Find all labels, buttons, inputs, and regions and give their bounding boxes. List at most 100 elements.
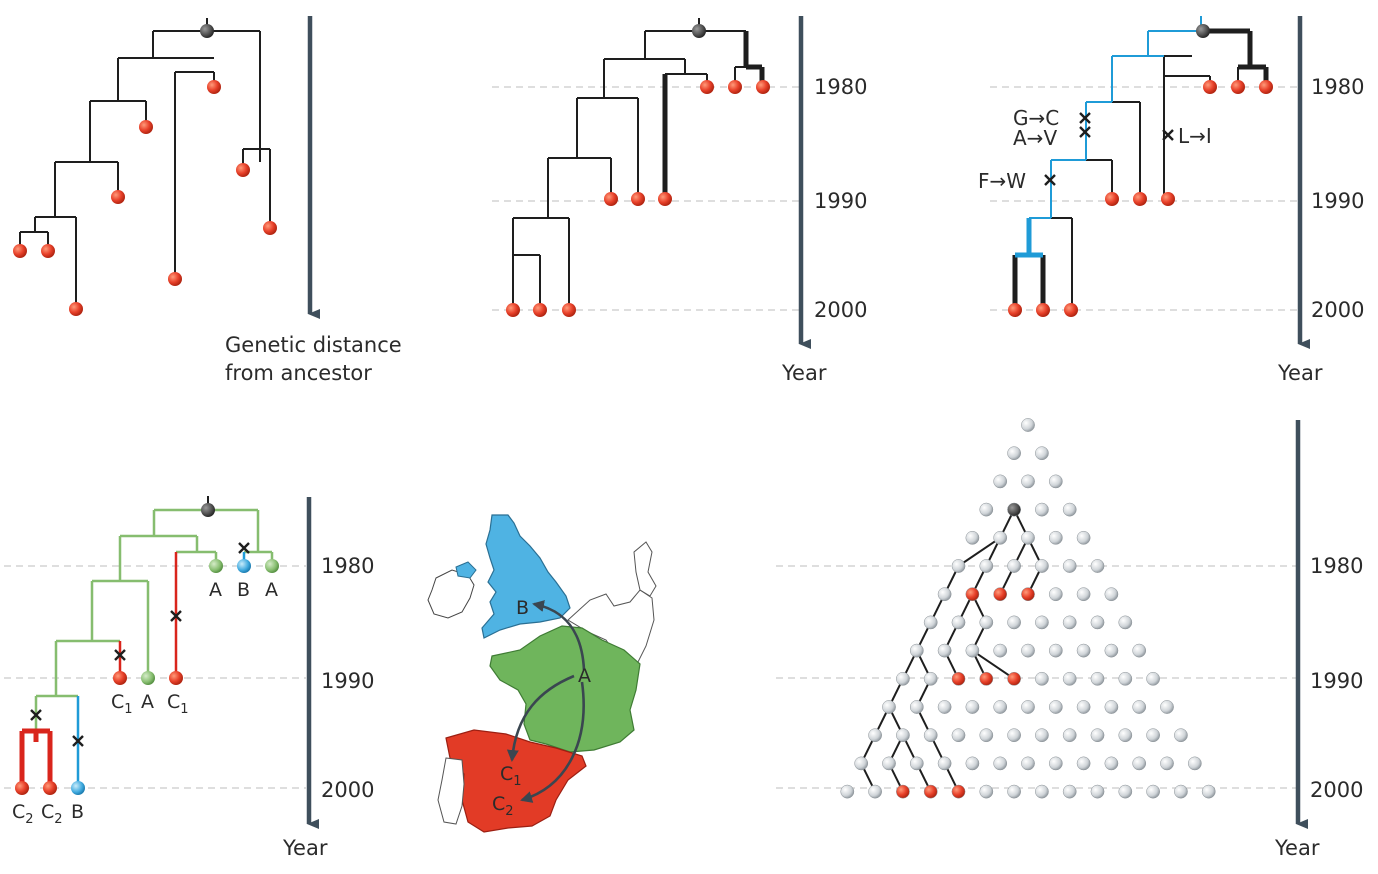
leaf-node xyxy=(207,80,221,94)
lattice-node xyxy=(937,643,952,658)
panel-d-tree: A B A C1 A C1 C2 C2 B 1980 1990 2000 Yea… xyxy=(4,496,374,860)
lattice-node xyxy=(951,559,966,573)
lattice-node xyxy=(979,615,994,630)
leaf-node xyxy=(41,244,55,258)
mutation-label-f-w: F→W xyxy=(978,169,1026,193)
lattice-node xyxy=(1007,784,1021,799)
leaf-node xyxy=(631,192,645,206)
lattice-node xyxy=(1104,756,1119,771)
transmission-arrow-a-to-c1 xyxy=(506,674,575,762)
map-label-a: A xyxy=(578,665,591,687)
leaf-labels-2000: C2 C2 B xyxy=(12,801,84,827)
lattice-node xyxy=(1048,700,1063,714)
mutation-marks xyxy=(30,542,250,747)
sampled-node xyxy=(1007,671,1021,686)
tick-2000: 2000 xyxy=(1310,778,1363,802)
leaf-node xyxy=(562,303,576,317)
leaf-node xyxy=(69,302,83,316)
lattice-node xyxy=(979,559,994,573)
axis-caption-line1: Genetic distance xyxy=(225,333,402,357)
leaf-node xyxy=(139,120,153,134)
lattice-node xyxy=(1076,530,1091,545)
lattice-node xyxy=(1021,530,1035,545)
leaf-node xyxy=(1008,303,1022,317)
leaf-node xyxy=(236,163,250,177)
leaf-node-c1 xyxy=(169,671,183,685)
great-britain xyxy=(481,514,571,639)
lattice-node xyxy=(1146,671,1160,686)
axis-caption: Year xyxy=(282,836,328,860)
lattice-node xyxy=(1201,784,1216,799)
lattice-node xyxy=(1048,643,1063,658)
lattice-node xyxy=(1174,728,1188,743)
sampled-node xyxy=(1021,587,1035,602)
mutation-cross-icon xyxy=(170,610,182,622)
lattice-node xyxy=(1062,559,1077,573)
sampled-node xyxy=(923,784,938,799)
lattice-node xyxy=(1076,700,1091,714)
leaf-labels-1980: A B A xyxy=(209,579,278,601)
leaf-node xyxy=(168,272,182,286)
leaf-node xyxy=(533,303,547,317)
northern-ireland xyxy=(455,561,477,579)
lattice-node xyxy=(896,671,910,686)
tick-2000: 2000 xyxy=(814,298,867,322)
lattice-node xyxy=(854,756,869,771)
lattice-node xyxy=(1118,784,1133,799)
mutation-cross-icon xyxy=(1162,129,1174,141)
leaf-node-a xyxy=(265,559,279,573)
lattice-node xyxy=(1048,756,1063,771)
lattice-node xyxy=(1062,502,1077,517)
lattice-node xyxy=(951,615,966,630)
lattice-node xyxy=(1021,700,1035,714)
tree-leaves xyxy=(13,80,277,316)
lattice-node xyxy=(882,756,896,771)
map-label-c1: C1 xyxy=(500,763,522,789)
leaf-node-b xyxy=(237,559,251,573)
lattice-node xyxy=(937,756,952,771)
root-node xyxy=(1196,24,1210,38)
lattice-node xyxy=(1146,728,1160,743)
lattice-node xyxy=(1007,559,1021,573)
leaf-node xyxy=(1036,303,1050,317)
leaf-label: C2 xyxy=(41,801,63,827)
panel-b-tree: 1980 1990 2000 Year xyxy=(492,16,867,385)
lattice-node xyxy=(993,530,1008,545)
lattice-node xyxy=(1160,756,1174,771)
root-node xyxy=(200,24,214,38)
leaf-node xyxy=(1105,192,1119,206)
lattice-node xyxy=(896,728,910,743)
mutation-cross-icon xyxy=(238,542,250,554)
panel-e-map: B A C1 C2 xyxy=(427,514,657,833)
leaf-label: A xyxy=(141,691,154,713)
sampled-node xyxy=(979,671,994,686)
lattice-node xyxy=(1090,615,1105,630)
leaf-node xyxy=(506,303,520,317)
tick-1980: 1980 xyxy=(1310,554,1363,578)
tick-1980: 1980 xyxy=(321,554,374,578)
mutation-cross-icon xyxy=(1079,126,1091,138)
lattice-node xyxy=(965,700,980,714)
lattice-node xyxy=(868,728,882,743)
lattice-node xyxy=(965,530,980,545)
tree-leaves xyxy=(1008,80,1273,317)
lattice-node xyxy=(1035,559,1049,573)
lattice-node xyxy=(993,643,1008,658)
lattice-node xyxy=(1090,559,1105,573)
lattice-nodes xyxy=(840,418,1216,799)
leaf-label: C1 xyxy=(111,691,133,717)
panel-a-tree: Genetic distance from ancestor xyxy=(13,16,402,385)
lattice-node xyxy=(1048,587,1063,602)
mutation-cross-icon xyxy=(72,735,84,747)
lattice-node xyxy=(1104,700,1119,714)
lattice-node xyxy=(1174,784,1188,799)
scandinavia-outline xyxy=(633,541,657,597)
lattice-node xyxy=(993,700,1008,714)
leaf-node xyxy=(1161,192,1175,206)
map-label-c2: C2 xyxy=(492,793,514,819)
lattice-node xyxy=(1146,784,1160,799)
panel-c-tree: G→C A→V L→I F→W 1980 1990 2000 Year xyxy=(978,16,1364,385)
mutation-marks xyxy=(1044,112,1174,186)
lattice-node xyxy=(1021,756,1035,771)
